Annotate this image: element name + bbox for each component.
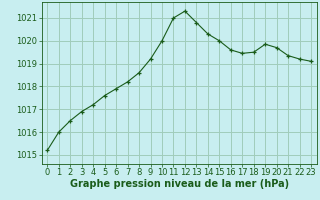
X-axis label: Graphe pression niveau de la mer (hPa): Graphe pression niveau de la mer (hPa)	[70, 179, 289, 189]
